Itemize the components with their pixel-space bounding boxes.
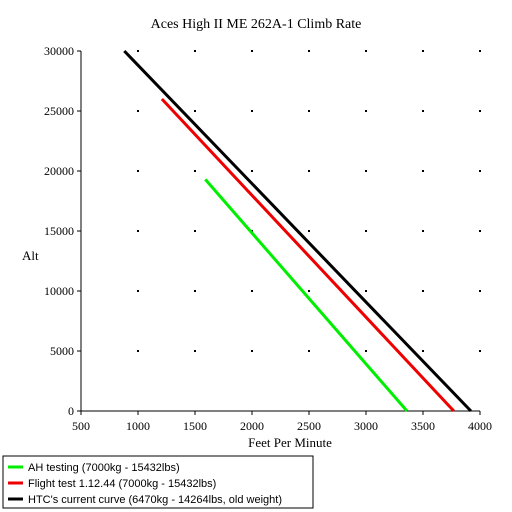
legend-label-3: HTC's current curve (6470kg - 14264lbs, … [28, 494, 282, 506]
grid-dot [308, 230, 310, 232]
y-tick-label: 0 [68, 404, 74, 418]
x-tick-label: 2500 [297, 419, 321, 433]
grid-dot [422, 290, 424, 292]
grid-dot [137, 350, 139, 352]
x-tick-label: 1500 [183, 419, 207, 433]
grid-dot [137, 230, 139, 232]
grid-dot [137, 170, 139, 172]
legend-label-1: AH testing (7000kg - 15432lbs) [28, 462, 180, 474]
grid-dot [479, 110, 481, 112]
grid-dot [365, 350, 367, 352]
legend: AH testing (7000kg - 15432lbs) Flight tes… [2, 455, 314, 509]
grid-dot [479, 350, 481, 352]
grid-dot [308, 110, 310, 112]
legend-box [2, 455, 314, 509]
grid-dot [308, 290, 310, 292]
chart-title: Aces High II ME 262A-1 Climb Rate [151, 17, 362, 32]
grid-dots [137, 50, 481, 352]
grid-dot [137, 50, 139, 52]
y-tick-label: 15000 [44, 224, 74, 238]
grid-dot [365, 290, 367, 292]
grid-dot [365, 50, 367, 52]
grid-dot [365, 230, 367, 232]
grid-dot [422, 170, 424, 172]
grid-dot [194, 350, 196, 352]
grid-dot [137, 290, 139, 292]
grid-dot [251, 110, 253, 112]
y-axis-label: Alt [22, 248, 39, 263]
grid-dot [194, 290, 196, 292]
grid-dot [194, 50, 196, 52]
x-tick-label: 3500 [411, 419, 435, 433]
x-tick-label: 3000 [354, 419, 378, 433]
y-tick-labels: 0 5000 10000 15000 20000 25000 30000 [44, 44, 81, 418]
grid-dot [251, 350, 253, 352]
grid-dot [479, 170, 481, 172]
x-tick-label: 1000 [126, 419, 150, 433]
grid-dot [251, 50, 253, 52]
grid-dot [251, 170, 253, 172]
x-tick-label: 4000 [468, 419, 492, 433]
y-tick-label: 5000 [50, 344, 74, 358]
grid-dot [137, 110, 139, 112]
series-line-1 [204, 178, 409, 412]
grid-dot [308, 170, 310, 172]
grid-dot [194, 170, 196, 172]
grid-dot [479, 230, 481, 232]
x-tick-labels: 500 1000 1500 2000 2500 3000 3500 4000 [72, 411, 492, 433]
grid-dot [422, 110, 424, 112]
grid-dot [422, 350, 424, 352]
grid-dot [422, 50, 424, 52]
x-tick-label: 2000 [240, 419, 264, 433]
y-tick-label: 20000 [44, 164, 74, 178]
series-line-2 [160, 97, 455, 413]
grid-dot [479, 290, 481, 292]
x-tick-label: 500 [72, 419, 90, 433]
y-tick-label: 25000 [44, 104, 74, 118]
series-line-3 [123, 49, 472, 413]
grid-dot [308, 350, 310, 352]
y-tick-label: 10000 [44, 284, 74, 298]
series-lines [123, 49, 472, 413]
legend-label-2: Flight test 1.12.44 (7000kg - 15432lbs) [28, 478, 216, 490]
x-axis-label: Feet Per Minute [248, 435, 332, 450]
grid-dot [365, 110, 367, 112]
y-tick-label: 30000 [44, 44, 74, 58]
grid-dot [479, 50, 481, 52]
grid-dot [194, 110, 196, 112]
grid-dot [251, 290, 253, 292]
grid-dot [422, 230, 424, 232]
grid-dot [365, 170, 367, 172]
grid-dot [308, 50, 310, 52]
grid-dot [194, 230, 196, 232]
